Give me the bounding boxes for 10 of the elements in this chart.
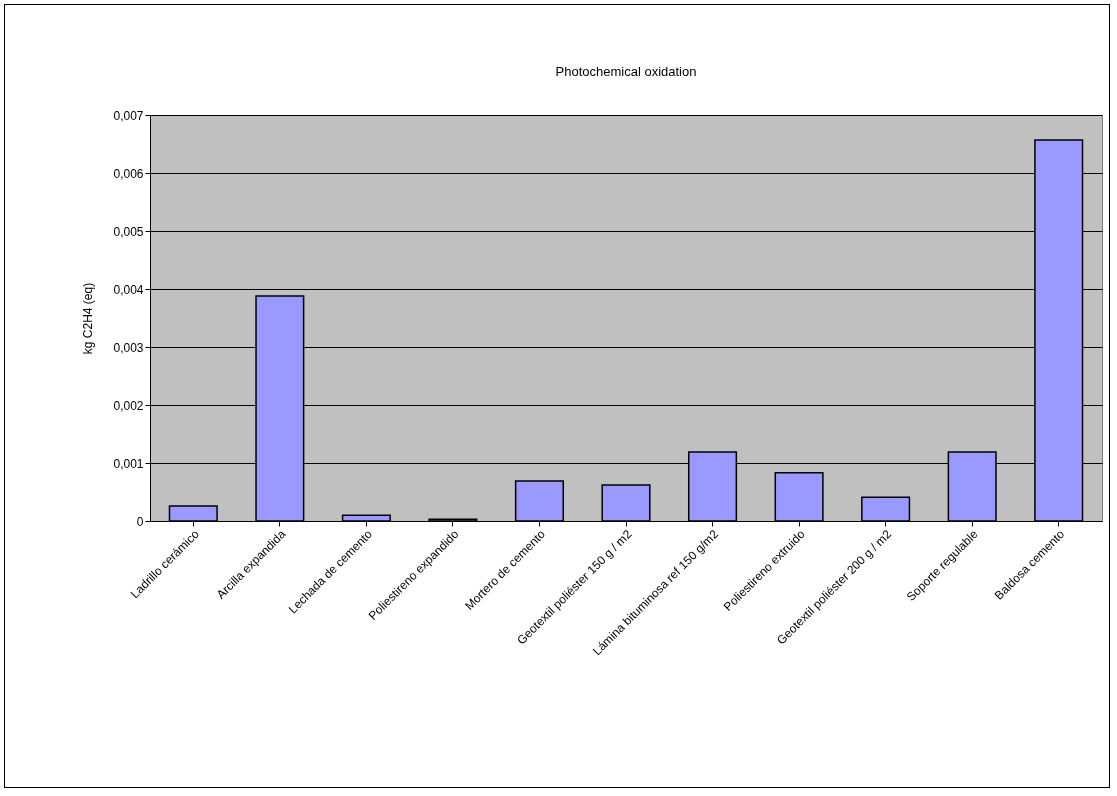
y-tick-label: 0,001 — [113, 456, 144, 471]
chart-title: Photochemical oxidation — [555, 64, 697, 79]
y-tick-label: 0,006 — [113, 166, 144, 181]
y-tick-label: 0,003 — [113, 340, 144, 355]
y-tick-label: 0,005 — [113, 224, 144, 239]
y-tick-label: 0,007 — [113, 108, 144, 123]
y-tick-label: 0,004 — [113, 282, 144, 297]
y-tick-label: 0,002 — [113, 398, 144, 413]
y-tick-label: 0 — [136, 514, 144, 529]
y-axis-title: kg C2H4 (eq) — [81, 282, 96, 355]
